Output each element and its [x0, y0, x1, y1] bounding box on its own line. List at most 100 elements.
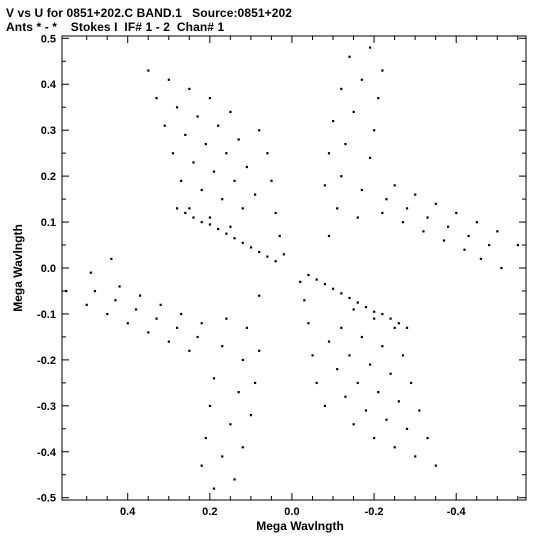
data-point: [200, 464, 203, 467]
data-point: [410, 381, 413, 385]
data-point: [184, 133, 187, 136]
data-point: [241, 241, 244, 244]
data-point: [208, 97, 212, 100]
data-point: [114, 299, 117, 302]
data-point: [442, 239, 446, 242]
data-point: [352, 308, 355, 311]
data-point: [373, 317, 376, 320]
data-point: [249, 246, 253, 249]
data-point: [175, 326, 179, 329]
y-tick-label: -0.1: [37, 309, 56, 321]
data-point: [106, 312, 109, 316]
data-point: [336, 207, 339, 210]
data-point: [405, 326, 409, 329]
data-point: [377, 391, 380, 394]
data-point: [192, 216, 195, 219]
data-point: [229, 225, 232, 228]
data-point: [188, 207, 191, 210]
data-point: [208, 404, 212, 408]
data-point: [229, 110, 232, 114]
data-point: [340, 175, 343, 178]
data-point: [258, 129, 261, 132]
data-point: [221, 198, 224, 201]
data-point: [245, 326, 248, 329]
data-point: [356, 301, 359, 304]
data-point: [356, 381, 359, 385]
data-point: [393, 184, 396, 187]
data-point: [307, 273, 310, 277]
axis-tick-labels: 0.4 0.2 0.0 -0.2 -0.4 0.5 0.4 0.3 0.2 0.1 0.0 -0.1 -…: [37, 33, 467, 518]
data-point: [500, 267, 503, 270]
data-point: [212, 487, 216, 490]
data-point: [373, 129, 376, 132]
data-point: [258, 250, 261, 254]
data-point: [266, 152, 269, 155]
data-point: [381, 211, 384, 215]
data-point: [221, 345, 224, 348]
data-point: [307, 322, 310, 325]
data-point: [401, 354, 405, 357]
data-point: [455, 211, 458, 215]
data-point: [126, 322, 129, 325]
data-point: [327, 340, 331, 343]
y-tick-label: 0.4: [41, 79, 57, 91]
data-point: [327, 234, 331, 238]
data-point: [225, 152, 228, 155]
axis-ticks: [62, 36, 526, 500]
data-point: [356, 216, 359, 219]
data-point: [385, 198, 388, 201]
data-point: [389, 317, 392, 320]
data-point: [208, 216, 212, 219]
data-point: [352, 423, 355, 426]
data-point: [204, 436, 207, 440]
data-point: [237, 391, 240, 394]
data-point: [167, 78, 170, 81]
data-point: [253, 193, 257, 196]
data-point: [196, 335, 199, 339]
data-point: [336, 368, 339, 371]
data-point: [85, 303, 88, 306]
data-point: [463, 248, 466, 251]
data-point: [253, 381, 257, 385]
data-point: [175, 106, 179, 109]
data-point: [479, 257, 483, 261]
data-point: [175, 207, 179, 210]
data-point: [282, 253, 285, 256]
y-tick-label: 0.5: [41, 33, 56, 45]
data-point: [147, 331, 150, 334]
data-point: [258, 294, 261, 297]
data-point: [401, 221, 405, 224]
data-point: [311, 354, 314, 357]
data-point: [405, 427, 409, 430]
data-point: [434, 464, 437, 467]
data-points: [65, 46, 519, 490]
y-tick-label: -0.4: [37, 447, 57, 459]
data-point: [225, 232, 228, 235]
y-tick-label: -0.5: [37, 493, 56, 505]
x-tick-label: 0.0: [284, 506, 299, 518]
x-tick-label: 0.4: [120, 506, 136, 518]
data-point: [118, 285, 121, 288]
data-point: [381, 69, 384, 72]
data-point: [139, 294, 142, 297]
data-point: [188, 349, 191, 352]
data-point: [315, 381, 318, 385]
data-point: [171, 152, 175, 155]
data-point: [397, 400, 400, 403]
data-point: [225, 317, 228, 320]
data-point: [414, 455, 417, 458]
data-point: [188, 87, 191, 91]
data-point: [241, 446, 244, 449]
data-point: [360, 188, 363, 192]
data-point: [434, 202, 437, 205]
data-point: [299, 280, 302, 283]
y-tick-label: -0.3: [37, 401, 56, 413]
data-point: [303, 299, 306, 302]
data-point: [340, 326, 343, 329]
data-point: [249, 414, 253, 417]
data-point: [426, 436, 429, 440]
data-point: [184, 211, 187, 215]
y-axis-label: Mega Wavlngth: [11, 224, 25, 312]
data-point: [397, 322, 400, 325]
data-point: [315, 278, 318, 281]
